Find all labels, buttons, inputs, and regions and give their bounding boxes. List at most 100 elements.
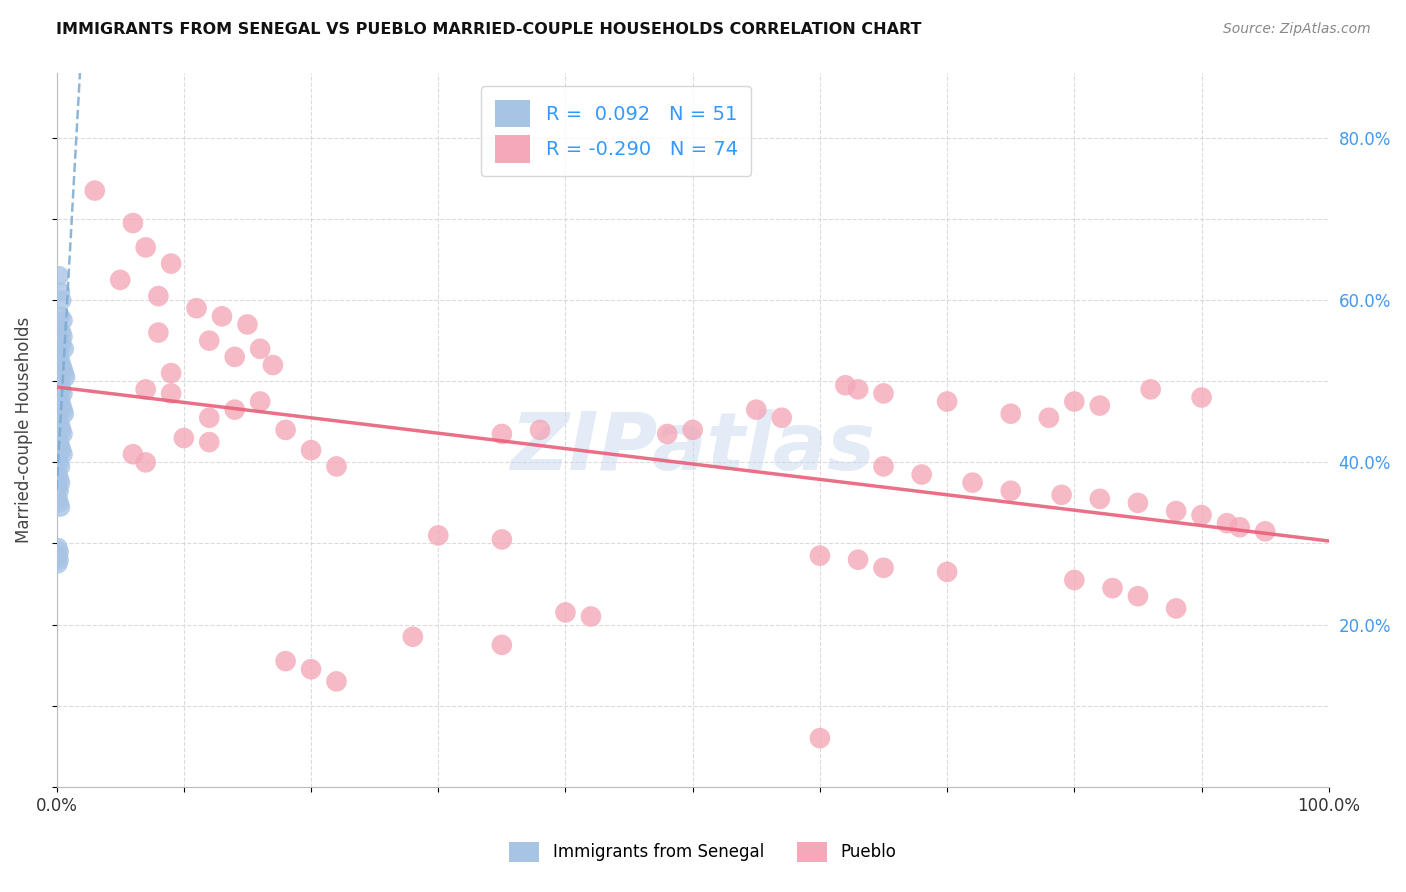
Point bbox=[53, 342, 76, 356]
Point bbox=[52, 313, 75, 327]
Point bbox=[198, 334, 221, 348]
Point bbox=[49, 378, 72, 392]
Point bbox=[51, 399, 73, 413]
Point bbox=[554, 606, 576, 620]
Point bbox=[427, 528, 450, 542]
Point bbox=[160, 257, 183, 271]
Point bbox=[122, 216, 145, 230]
Point bbox=[1191, 391, 1213, 405]
Point bbox=[198, 410, 221, 425]
Point bbox=[274, 654, 297, 668]
Point bbox=[48, 435, 70, 450]
Point bbox=[52, 447, 75, 461]
Point bbox=[682, 423, 704, 437]
Point bbox=[52, 402, 75, 417]
Point bbox=[51, 337, 73, 351]
Point bbox=[911, 467, 934, 482]
Point bbox=[55, 370, 77, 384]
Point bbox=[846, 382, 869, 396]
Point bbox=[53, 366, 76, 380]
Point bbox=[49, 334, 72, 348]
Point bbox=[48, 496, 70, 510]
Point bbox=[122, 447, 145, 461]
Point bbox=[962, 475, 984, 490]
Text: IMMIGRANTS FROM SENEGAL VS PUEBLO MARRIED-COUPLE HOUSEHOLDS CORRELATION CHART: IMMIGRANTS FROM SENEGAL VS PUEBLO MARRIE… bbox=[56, 22, 922, 37]
Point bbox=[48, 544, 70, 558]
Point bbox=[224, 402, 246, 417]
Point bbox=[148, 289, 170, 303]
Point bbox=[1191, 508, 1213, 522]
Point bbox=[745, 402, 768, 417]
Legend: R =  0.092   N = 51, R = -0.290   N = 74: R = 0.092 N = 51, R = -0.290 N = 74 bbox=[481, 87, 751, 177]
Point bbox=[51, 382, 73, 396]
Point bbox=[224, 350, 246, 364]
Point bbox=[491, 533, 513, 547]
Text: ZIPatlas: ZIPatlas bbox=[510, 409, 875, 487]
Point bbox=[135, 240, 157, 254]
Y-axis label: Married-couple Households: Married-couple Households bbox=[15, 317, 32, 543]
Point bbox=[1000, 483, 1022, 498]
Point bbox=[1101, 581, 1123, 595]
Point bbox=[46, 431, 69, 445]
Text: Source: ZipAtlas.com: Source: ZipAtlas.com bbox=[1223, 22, 1371, 37]
Point bbox=[53, 407, 76, 421]
Point bbox=[51, 423, 73, 437]
Point bbox=[52, 386, 75, 401]
Point bbox=[529, 423, 551, 437]
Point bbox=[1126, 496, 1149, 510]
Point bbox=[872, 561, 894, 575]
Point bbox=[236, 318, 259, 332]
Point bbox=[110, 273, 132, 287]
Point bbox=[83, 184, 105, 198]
Point bbox=[808, 731, 831, 746]
Point bbox=[49, 285, 72, 299]
Point bbox=[1088, 491, 1111, 506]
Point bbox=[49, 439, 72, 453]
Point bbox=[49, 418, 72, 433]
Point bbox=[49, 310, 72, 324]
Point bbox=[936, 565, 959, 579]
Point bbox=[51, 443, 73, 458]
Point bbox=[1216, 516, 1239, 531]
Point bbox=[46, 549, 69, 563]
Point bbox=[402, 630, 425, 644]
Point bbox=[148, 326, 170, 340]
Point bbox=[46, 491, 69, 506]
Point bbox=[211, 310, 233, 324]
Point bbox=[186, 301, 208, 316]
Point bbox=[491, 427, 513, 442]
Point bbox=[299, 662, 322, 676]
Point bbox=[1063, 394, 1085, 409]
Point bbox=[872, 386, 894, 401]
Point bbox=[135, 382, 157, 396]
Point bbox=[325, 674, 347, 689]
Point bbox=[49, 459, 72, 474]
Point bbox=[1229, 520, 1251, 534]
Point bbox=[936, 394, 959, 409]
Point bbox=[1139, 382, 1161, 396]
Point bbox=[1063, 573, 1085, 587]
Point bbox=[173, 431, 195, 445]
Point bbox=[1088, 399, 1111, 413]
Point bbox=[48, 321, 70, 335]
Point bbox=[160, 386, 183, 401]
Point bbox=[48, 455, 70, 469]
Point bbox=[46, 557, 69, 571]
Point bbox=[52, 427, 75, 442]
Point bbox=[579, 609, 602, 624]
Point bbox=[274, 423, 297, 437]
Point bbox=[49, 475, 72, 490]
Point bbox=[770, 410, 793, 425]
Point bbox=[135, 455, 157, 469]
Point bbox=[52, 329, 75, 343]
Legend: Immigrants from Senegal, Pueblo: Immigrants from Senegal, Pueblo bbox=[501, 833, 905, 871]
Point bbox=[198, 435, 221, 450]
Point bbox=[1254, 524, 1277, 539]
Point bbox=[872, 459, 894, 474]
Point bbox=[52, 362, 75, 376]
Point bbox=[249, 342, 271, 356]
Point bbox=[491, 638, 513, 652]
Point bbox=[299, 443, 322, 458]
Point bbox=[49, 354, 72, 368]
Point bbox=[1126, 589, 1149, 603]
